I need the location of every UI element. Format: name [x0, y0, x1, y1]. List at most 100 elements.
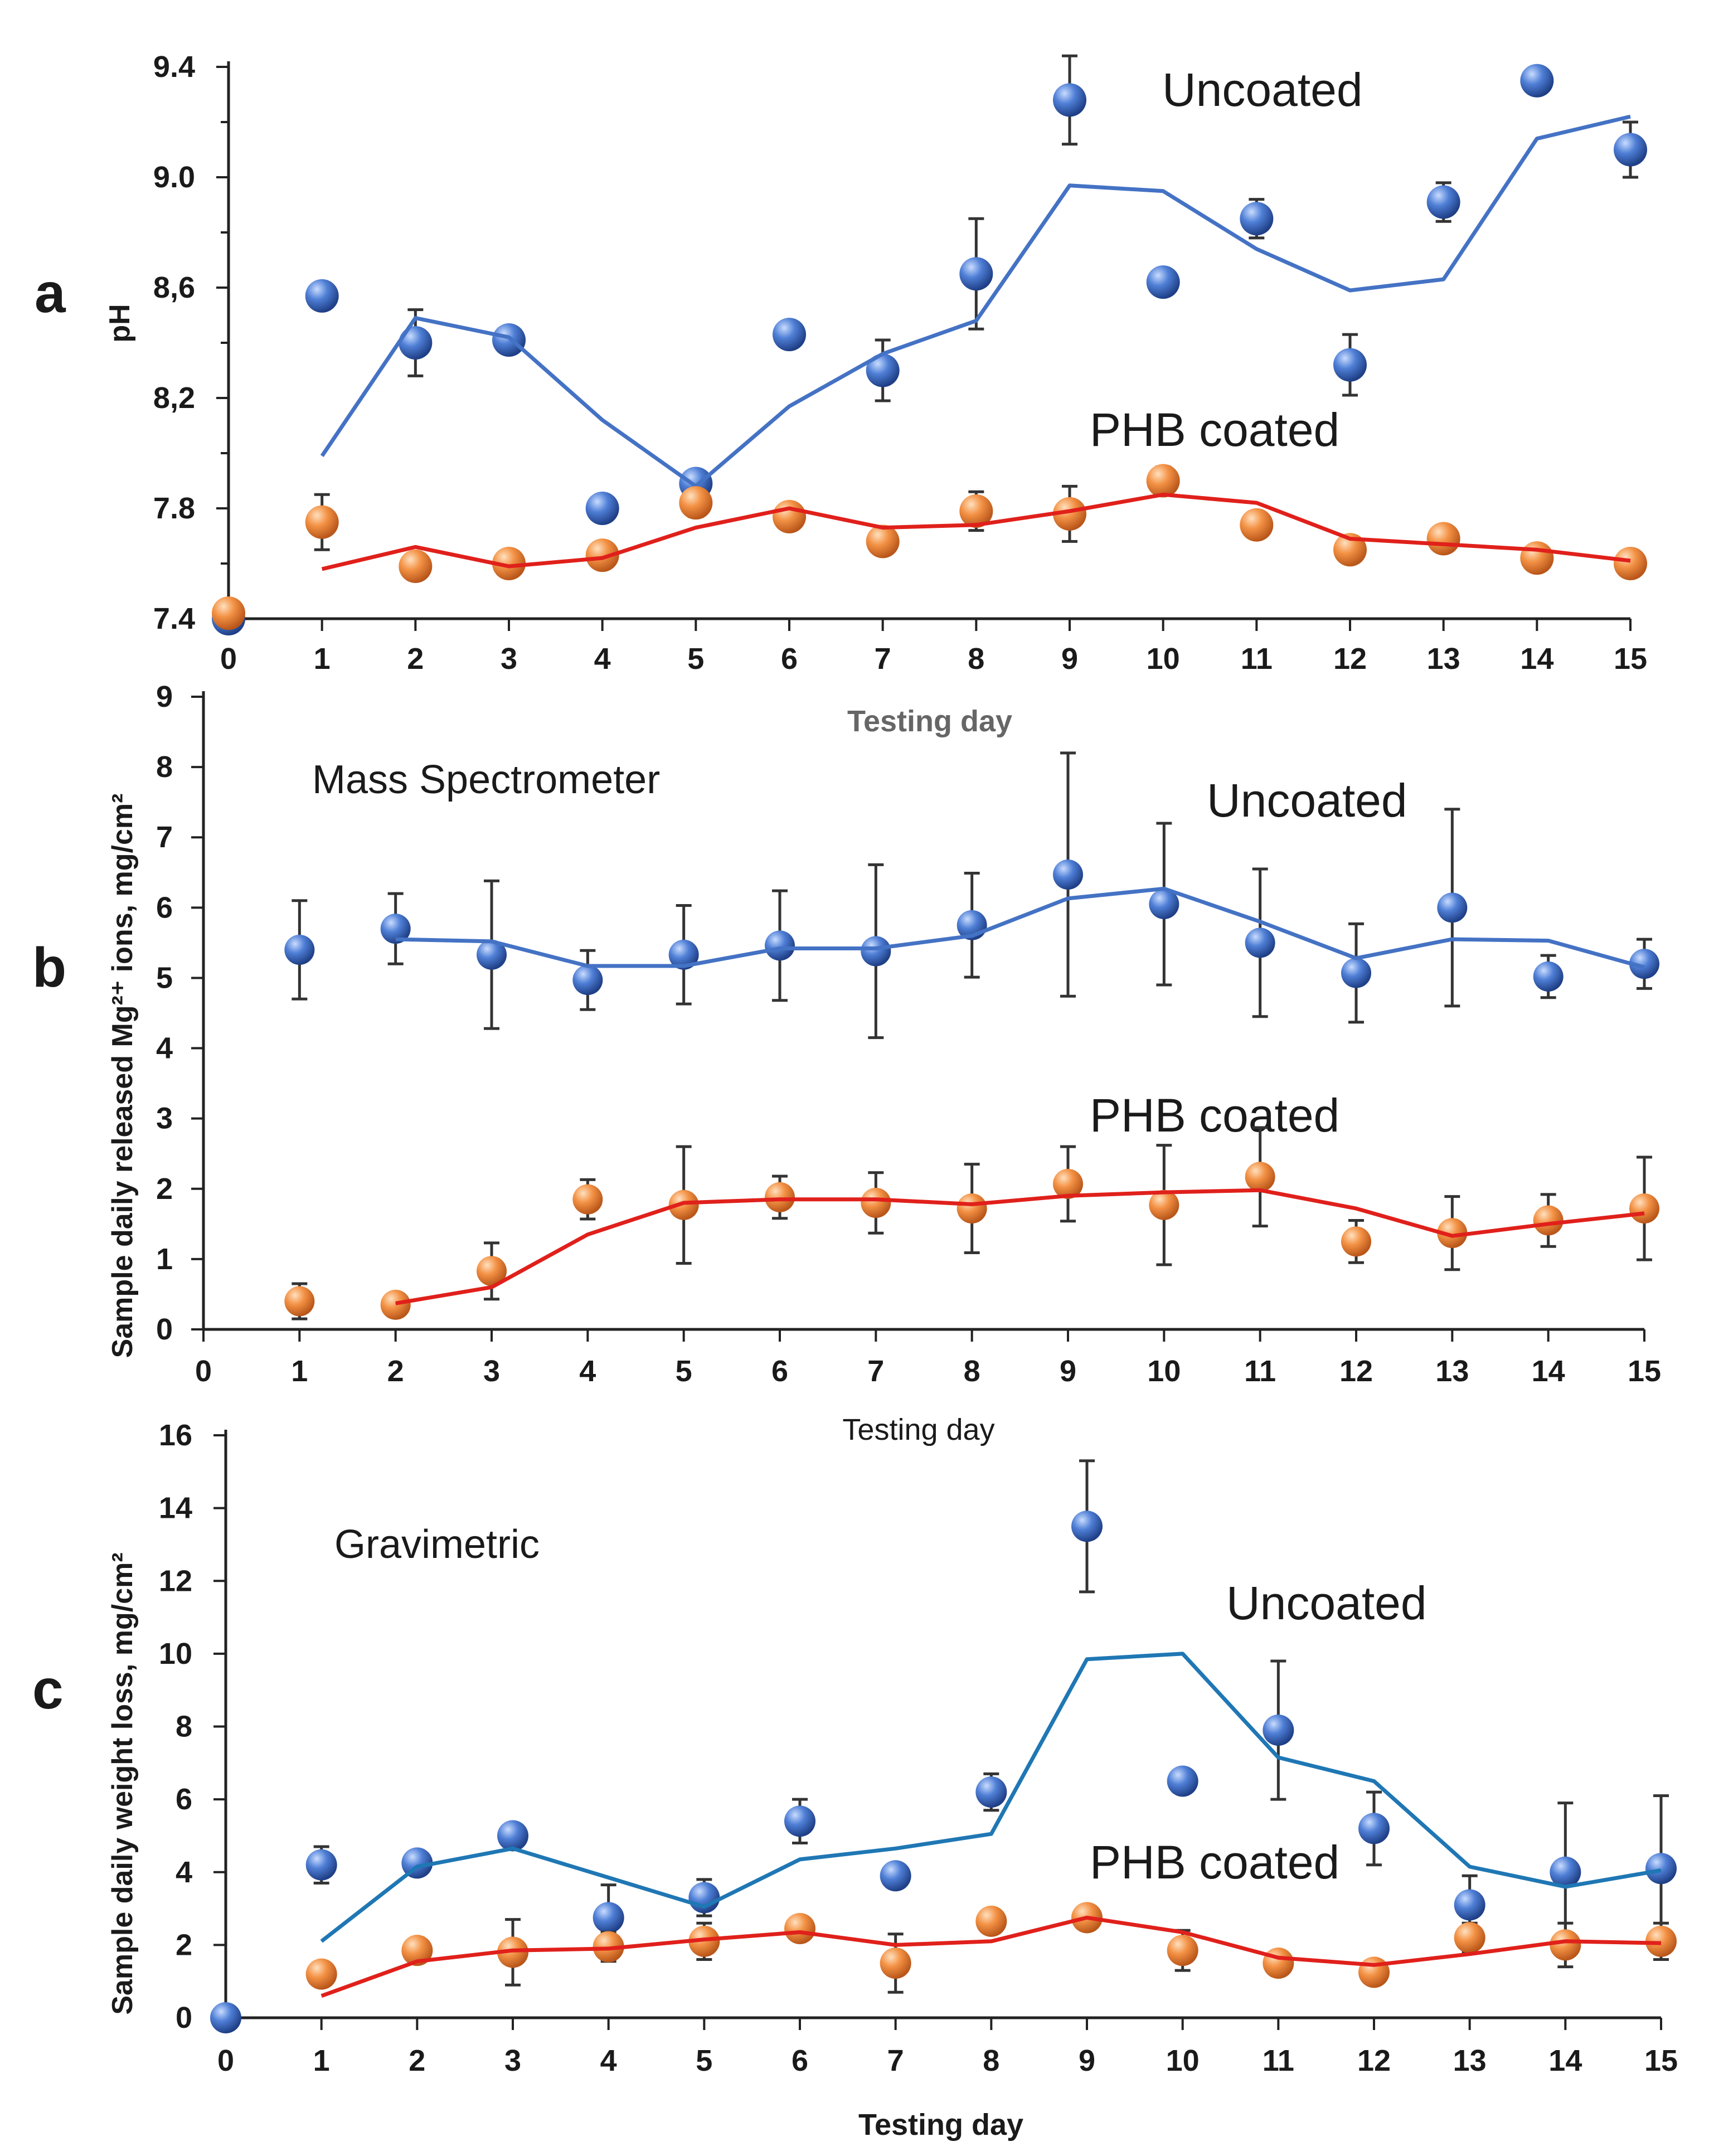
panel-b-y-tick-label: 3: [156, 1102, 173, 1135]
panel-c-y-tick-label: 2: [176, 1928, 192, 1961]
panel-c-x-tick-label: 11: [1263, 2044, 1294, 2077]
panel-c-phb-coated-point: [305, 1958, 337, 1990]
panel-c-x-tick-label: 14: [1548, 2044, 1582, 2077]
panel-c-y-tick-label: 16: [159, 1419, 192, 1452]
panel-a-x-tick-label: 12: [1333, 642, 1367, 676]
panel-a-y-label: pH: [104, 304, 136, 342]
panel-b-x-tick-label: 13: [1435, 1354, 1469, 1388]
panel-c-uncoated-point: [210, 2002, 241, 2033]
panel-c-x-tick-label: 1: [313, 2044, 330, 2077]
panel-b-x-tick-label: 2: [387, 1354, 404, 1388]
panel-b-x-tick-label: 9: [1060, 1354, 1076, 1388]
panel-a-x-tick-label: 2: [407, 642, 424, 676]
panel-c-y-tick-label: 14: [159, 1492, 192, 1525]
panel-a-phb-coated-point: [1426, 522, 1460, 556]
panel-a-y-tick-label: 8,6: [153, 271, 195, 304]
panel-c-y-tick-label: 12: [159, 1564, 192, 1597]
panel-c-uncoated-point: [784, 1805, 815, 1837]
panel-b-uncoated-point: [1437, 892, 1468, 923]
panel-a-uncoated-point: [399, 326, 433, 360]
panel-b-phb-coated-point: [1149, 1189, 1179, 1220]
panel-c-phb-coated-point: [784, 1912, 815, 1944]
panel-c-x-label: Testing day: [858, 2108, 1023, 2142]
panel-c-x-tick-label: 7: [887, 2044, 904, 2077]
panel-b-phb-coated-point: [1437, 1218, 1468, 1249]
panel-b-y-tick-label: 1: [156, 1242, 173, 1276]
panel-c-x-tick-label: 9: [1079, 2044, 1095, 2077]
panel-a-phb-coated-point: [679, 486, 713, 520]
panel-c-x-tick-label: 8: [983, 2044, 999, 2077]
panel-b-uncoated-point: [477, 939, 507, 970]
panel-a-x-tick-label: 13: [1427, 642, 1460, 676]
panel-a-uncoated-point: [1426, 185, 1460, 219]
panel-c-phb-coated-point: [1263, 1948, 1294, 1979]
panel-a-phb-coated-point: [1520, 541, 1554, 575]
panel-b-phb-coated-point: [1053, 1168, 1083, 1199]
panel-a-x-tick-label: 6: [781, 642, 798, 676]
panel-b-phb-coated-point: [957, 1193, 987, 1224]
panel-c-x-tick-label: 4: [600, 2044, 617, 2077]
panel-b-uncoated-point: [1629, 949, 1659, 979]
panel-b-uncoated-point: [861, 936, 891, 967]
panel-c-uncoated-point: [975, 1776, 1007, 1808]
panel-a-plot: 0 1 2 3 4 5 6 7 8 9 10 11 12 13 14 157.47.88,28,69.09.4: [153, 50, 1647, 676]
panel-a-y-tick-label: 7.8: [153, 492, 195, 525]
panel-a-uncoated-point: [773, 318, 806, 352]
panel-a-x-tick-label: 10: [1147, 642, 1180, 676]
panel-b-x-tick-label: 3: [483, 1354, 500, 1388]
panel-b-phb-coated-point: [380, 1289, 411, 1320]
panel-a-phb-coated-point: [773, 499, 806, 533]
panel-a-y-tick-label: 8,2: [153, 381, 195, 415]
panel-a-phb-coated-point: [1146, 464, 1180, 498]
panel-letter-a: a: [35, 262, 66, 324]
panel-c-uncoated-point: [1263, 1715, 1294, 1746]
panel-a-x-tick-label: 8: [968, 642, 984, 676]
panel-a-x-tick-label: 4: [594, 642, 611, 676]
panel-b-x-tick-label: 8: [964, 1354, 980, 1388]
panel-b-phb-coated-point: [284, 1286, 315, 1317]
panel-b: b Mass Spectrometer Sample daily release…: [32, 680, 1661, 1446]
panel-b-uncoated-point: [1533, 961, 1564, 992]
panel-b-annotation-uncoated: Uncoated: [1207, 774, 1407, 827]
panel-c-x-tick-label: 3: [504, 2044, 521, 2077]
panel-b-y-tick-label: 9: [156, 680, 173, 713]
panel-c-uncoated-point: [1167, 1765, 1198, 1797]
panel-b-y-tick-label: 6: [156, 891, 173, 924]
panel-c-x-tick-label: 6: [792, 2044, 808, 2077]
panel-b-y-tick-label: 0: [156, 1313, 173, 1346]
panel-a-y-tick-label: 9.4: [153, 50, 195, 84]
panel-a-uncoated-point: [1146, 265, 1180, 299]
panel-b-x-tick-label: 7: [867, 1354, 884, 1388]
panel-b-x-tick-label: 0: [195, 1354, 212, 1388]
panel-a-x-tick-label: 14: [1520, 642, 1553, 676]
panel-a-x-tick-label: 11: [1241, 642, 1273, 676]
panel-b-x-tick-label: 1: [291, 1354, 308, 1388]
panel-b-uncoated-point: [1053, 860, 1083, 890]
panel-a-uncoated-point: [866, 353, 900, 387]
panel-b-y-label: Sample daily released Mg²⁺ ions, mg/cm²: [106, 794, 139, 1358]
panel-b-uncoated-point: [380, 914, 411, 944]
panel-b-x-tick-label: 11: [1244, 1354, 1276, 1388]
panel-c: c Gravimetric Sample daily weight loss, …: [32, 1419, 1678, 2142]
panel-a-x-tick-label: 3: [501, 642, 517, 676]
panel-b-phb-coated-point: [765, 1182, 795, 1212]
panel-c-phb-coated-point: [1454, 1922, 1485, 1954]
panel-a-x-tick-label: 7: [875, 642, 891, 676]
panel-a-uncoated-point: [959, 257, 993, 291]
panel-b-uncoated-point: [284, 935, 315, 965]
panel-c-x-tick-label: 15: [1644, 2044, 1678, 2077]
panel-a-uncoated-point: [1333, 348, 1367, 382]
panel-c-phb-coated-point: [975, 1905, 1007, 1937]
panel-c-uncoated-point: [1550, 1856, 1581, 1888]
panel-b-phb-coated-point: [1629, 1193, 1659, 1224]
panel-a-phb-coated-point: [305, 505, 339, 539]
panel-c-uncoated-point: [593, 1902, 624, 1934]
panel-c-y-tick-label: 6: [176, 1783, 192, 1816]
panel-c-uncoated-point: [497, 1820, 528, 1852]
panel-a-y-tick-label: 7.4: [153, 602, 195, 635]
panel-a-annotation-uncoated: Uncoated: [1162, 64, 1363, 116]
panel-a-phb-coated-trend-line: [321, 492, 1631, 571]
panel-c-uncoated-point: [305, 1849, 337, 1881]
